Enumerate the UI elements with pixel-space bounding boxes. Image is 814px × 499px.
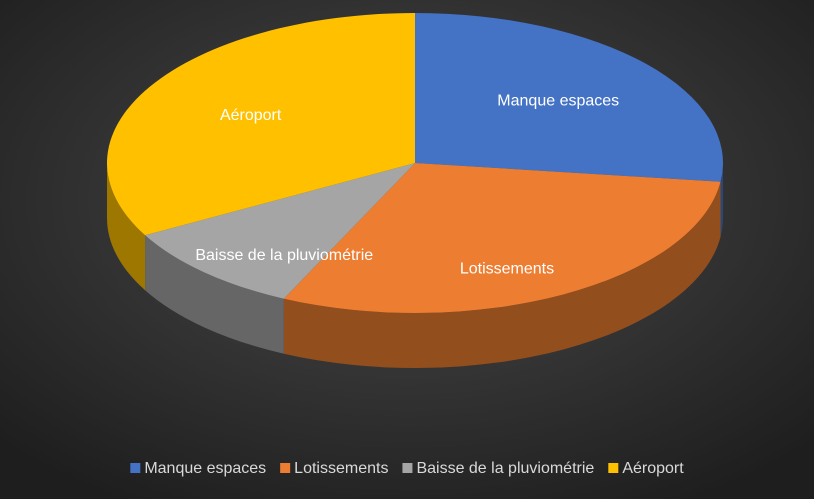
slice-side xyxy=(107,163,146,291)
slice xyxy=(415,13,724,182)
legend-marker xyxy=(402,463,413,473)
slice xyxy=(283,163,721,313)
slice-label: Lotissements xyxy=(460,261,554,278)
slice xyxy=(145,163,416,299)
legend-marker xyxy=(280,463,291,473)
legend-marker xyxy=(130,463,141,473)
legend: Manque espaces Lotissements Baisse de la p… xyxy=(130,460,684,477)
slice xyxy=(107,13,415,236)
legend-label: Lotissements xyxy=(294,460,388,477)
legend-label: Aéroport xyxy=(622,460,684,477)
slice-label: Aéroport xyxy=(220,107,282,124)
legend-label: Manque espaces xyxy=(144,460,266,477)
slice-side xyxy=(145,235,284,354)
slice-label: Baisse de la pluviométrie xyxy=(195,247,373,264)
slice-side xyxy=(720,163,723,237)
legend-label: Baisse de la pluviométrie xyxy=(416,460,594,477)
legend-marker xyxy=(608,463,619,473)
slice-label: Manque espaces xyxy=(497,93,619,110)
plot: Manque espaces Lotissements Baisse de la p… xyxy=(107,13,724,368)
slice-side xyxy=(283,181,721,368)
